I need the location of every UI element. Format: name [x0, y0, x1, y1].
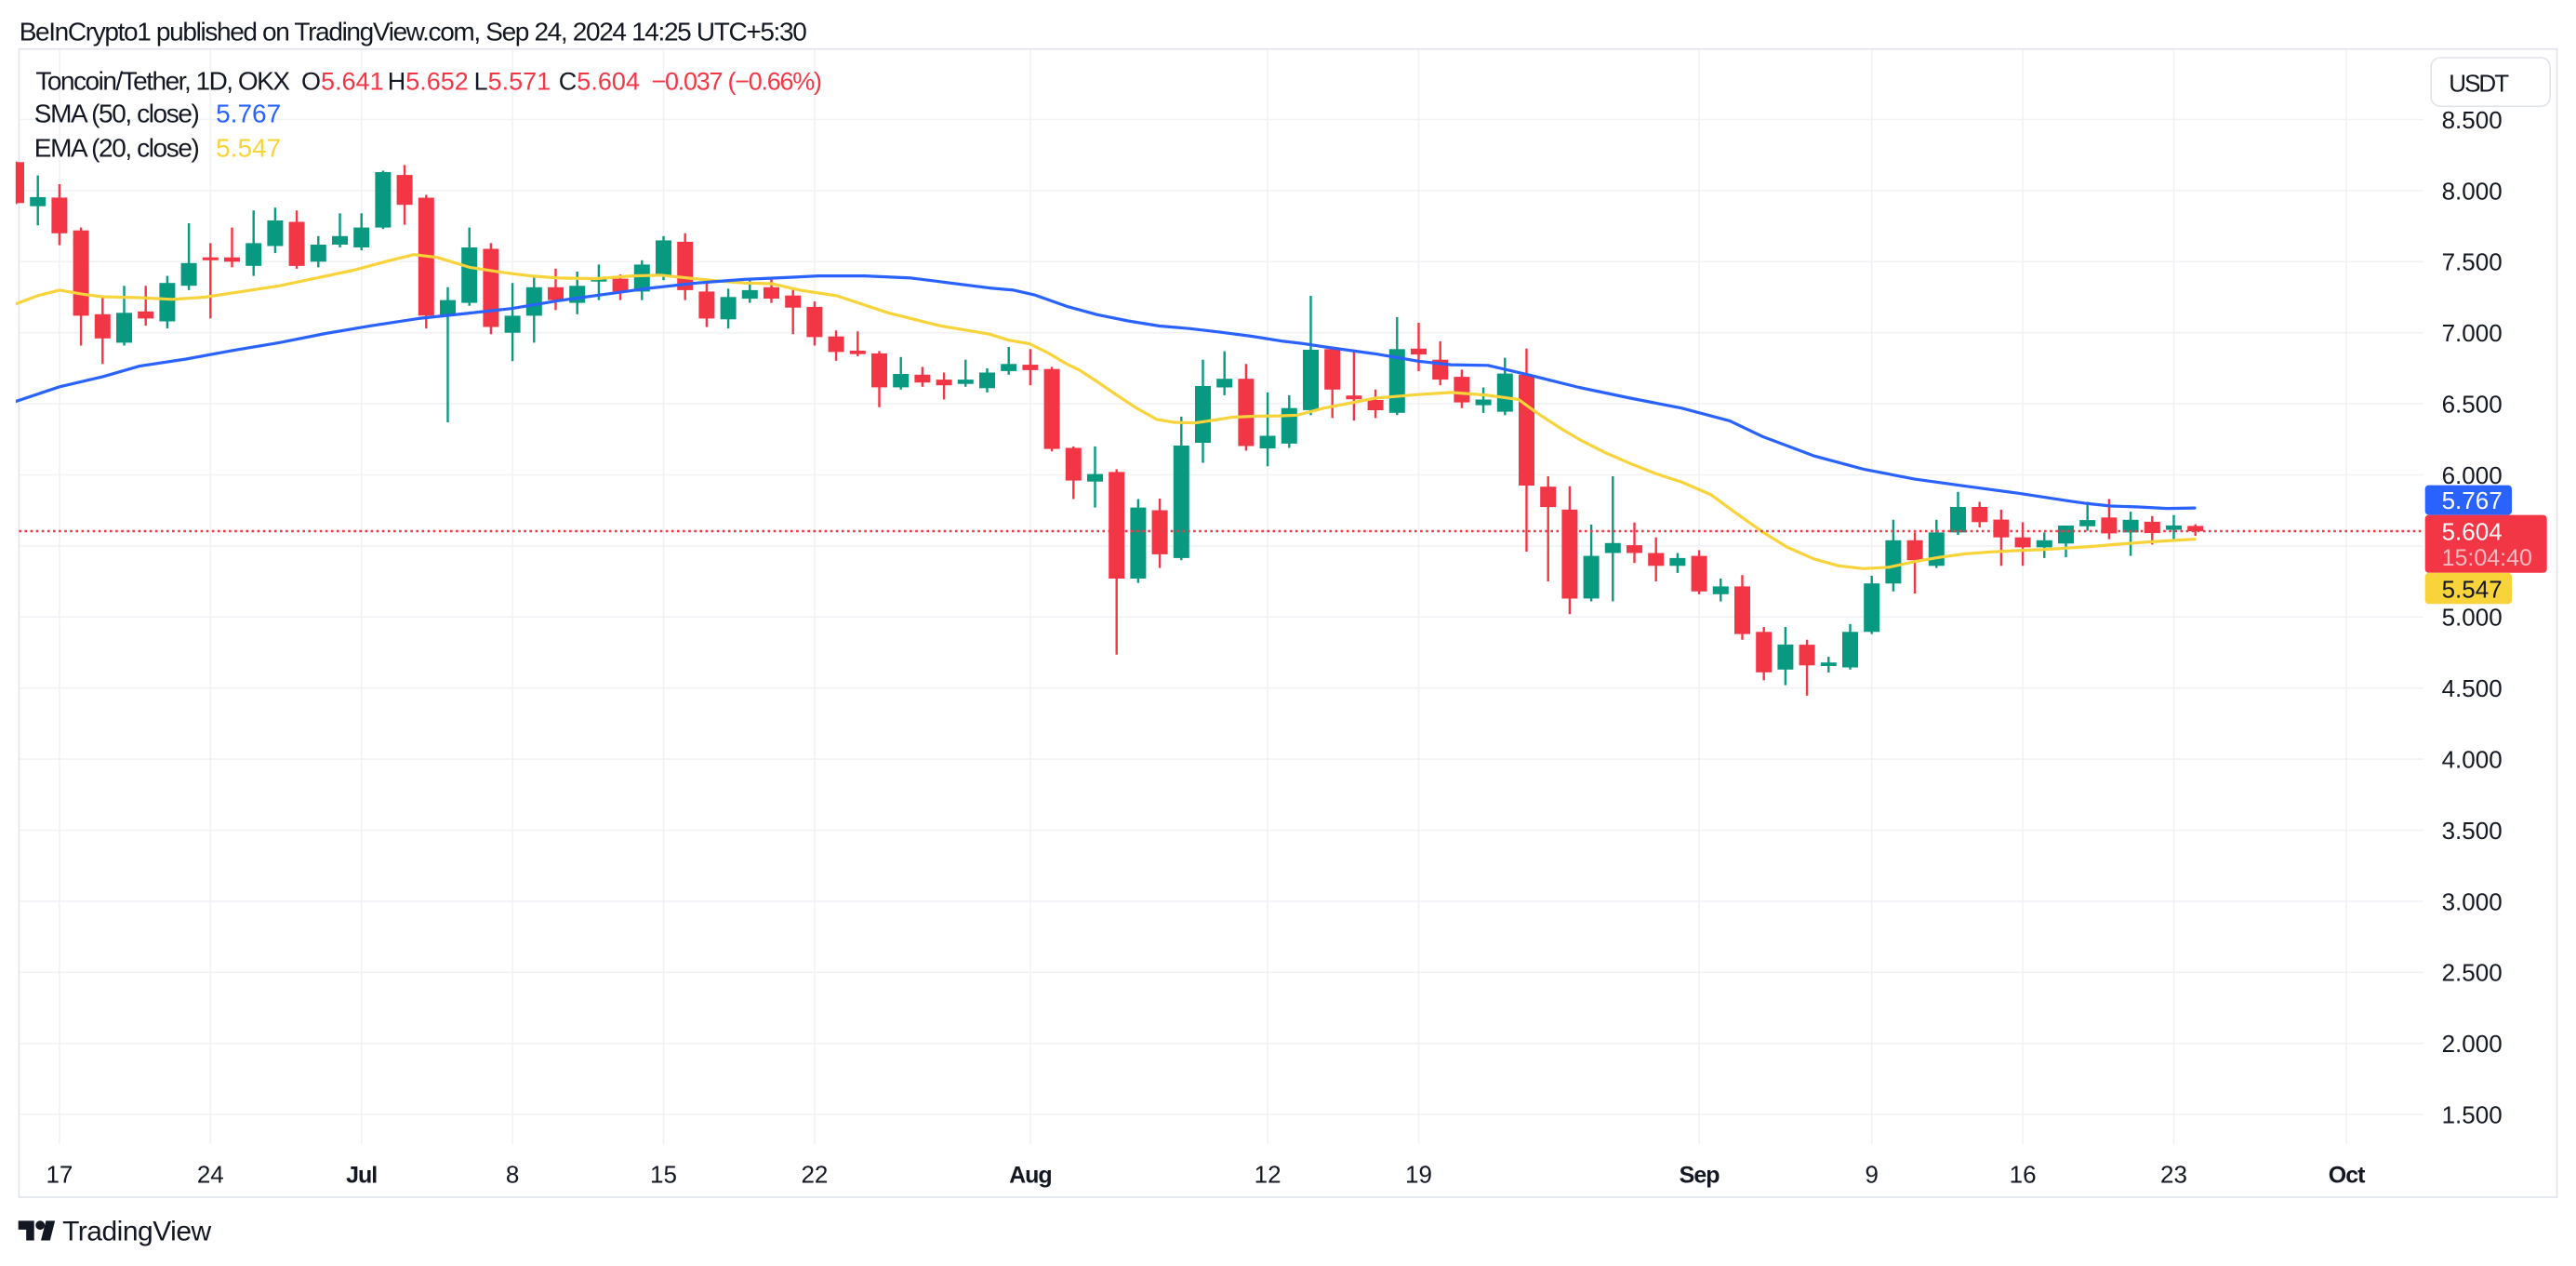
svg-text:Jul: Jul: [346, 1162, 377, 1188]
svg-text:8: 8: [506, 1160, 519, 1188]
svg-text:5.767: 5.767: [2442, 486, 2503, 514]
svg-text:Sep: Sep: [1680, 1162, 1720, 1188]
svg-text:Aug: Aug: [1009, 1162, 1052, 1188]
svg-text:EMA (20, close): EMA (20, close): [34, 133, 199, 162]
svg-text:Oct: Oct: [2329, 1162, 2366, 1188]
svg-text:24: 24: [197, 1160, 224, 1188]
svg-text:7.000: 7.000: [2442, 319, 2503, 347]
svg-text:7.500: 7.500: [2442, 248, 2503, 276]
svg-text:6.000: 6.000: [2442, 461, 2503, 489]
svg-text:L5.571: L5.571: [474, 67, 551, 95]
svg-text:5.547: 5.547: [216, 133, 281, 162]
svg-text:O5.641: O5.641: [301, 67, 384, 95]
svg-text:15: 15: [650, 1160, 677, 1188]
svg-text:8.500: 8.500: [2442, 106, 2503, 134]
svg-text:Toncoin/Tether, 1D, OKX: Toncoin/Tether, 1D, OKX: [35, 66, 290, 95]
svg-text:8.000: 8.000: [2442, 177, 2503, 205]
svg-text:5.604: 5.604: [2442, 518, 2503, 546]
svg-text:H5.652: H5.652: [388, 67, 469, 95]
svg-text:17: 17: [46, 1160, 73, 1188]
svg-text:SMA (50, close): SMA (50, close): [34, 99, 199, 127]
svg-text:3.500: 3.500: [2442, 817, 2503, 845]
svg-text:6.500: 6.500: [2442, 391, 2503, 419]
svg-text:C5.604: C5.604: [559, 67, 640, 95]
svg-text:5.000: 5.000: [2442, 604, 2503, 632]
svg-text:BeInCrypto1 published on Tradi: BeInCrypto1 published on TradingView.com…: [20, 17, 807, 46]
svg-text:TradingView: TradingView: [62, 1217, 211, 1247]
svg-text:15:04:40: 15:04:40: [2442, 545, 2532, 571]
svg-text:9: 9: [1865, 1160, 1878, 1188]
svg-text:23: 23: [2160, 1160, 2187, 1188]
svg-text:1.500: 1.500: [2442, 1101, 2503, 1129]
svg-text:4.000: 4.000: [2442, 746, 2503, 774]
svg-text:22: 22: [801, 1160, 828, 1188]
svg-text:2.000: 2.000: [2442, 1030, 2503, 1058]
svg-text:2.500: 2.500: [2442, 959, 2503, 987]
svg-text:USDT: USDT: [2449, 69, 2509, 97]
svg-text:19: 19: [1405, 1160, 1432, 1188]
svg-text:16: 16: [2010, 1160, 2037, 1188]
svg-text:−0.037 (−0.66%): −0.037 (−0.66%): [652, 67, 822, 95]
svg-text:12: 12: [1255, 1160, 1281, 1188]
svg-text:5.767: 5.767: [216, 99, 281, 127]
svg-text:4.500: 4.500: [2442, 674, 2503, 702]
svg-text:3.000: 3.000: [2442, 887, 2503, 915]
svg-text:5.547: 5.547: [2442, 575, 2503, 603]
